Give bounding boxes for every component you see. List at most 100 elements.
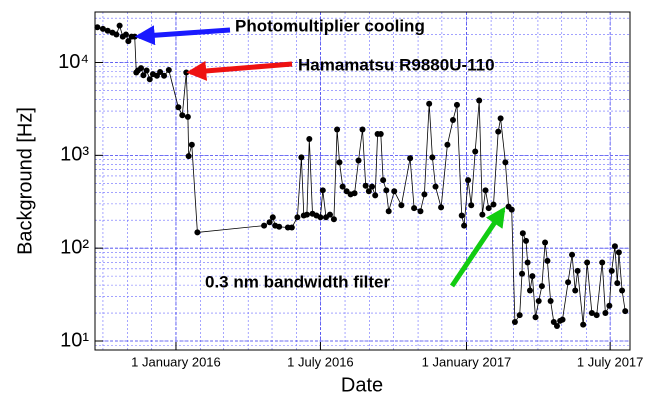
data-point [519, 230, 526, 237]
data-point [606, 302, 613, 309]
data-point [584, 259, 591, 266]
data-point [519, 270, 526, 277]
data-point [165, 67, 172, 74]
data-point [161, 72, 168, 79]
data-point [194, 229, 201, 236]
data-point [608, 267, 615, 274]
data-point [146, 76, 153, 83]
data-point [179, 112, 186, 119]
data-point [542, 239, 549, 246]
data-point [602, 310, 609, 317]
data-point [116, 22, 123, 29]
data-point [429, 154, 436, 161]
data-point [269, 214, 276, 221]
data-point [303, 211, 310, 218]
data-point [453, 101, 460, 108]
data-point [615, 249, 622, 256]
data-point [574, 267, 581, 274]
data-point [432, 183, 439, 190]
data-point [468, 202, 475, 209]
data-point [599, 259, 606, 266]
annotation-text: Photomultiplier cooling [235, 16, 425, 35]
data-point [326, 211, 333, 218]
data-point [476, 97, 483, 104]
data-point [261, 222, 268, 229]
data-point [611, 243, 618, 250]
data-point [588, 310, 595, 317]
y-tick-label: 10¹ [60, 329, 89, 351]
data-point [336, 159, 343, 166]
data-point [523, 237, 530, 244]
data-point [516, 312, 523, 319]
annotation-text: 0.3 nm bandwidth filter [205, 272, 391, 291]
data-point [359, 126, 366, 133]
data-point [444, 141, 451, 148]
data-point [131, 33, 138, 40]
y-tick-label: 10⁴ [58, 51, 89, 73]
data-point [266, 219, 273, 226]
data-point [529, 273, 536, 280]
annotation-arrow [186, 60, 293, 81]
x-tick-label: 1 January 2016 [131, 354, 221, 369]
data-point [438, 204, 445, 211]
data-point [122, 31, 129, 38]
data-point [407, 155, 414, 162]
data-point [355, 157, 362, 164]
data-point [143, 67, 150, 74]
data-point [380, 177, 387, 184]
data-point [535, 297, 542, 304]
data-point [553, 323, 560, 330]
data-point [383, 187, 390, 194]
x-tick-label: 1 July 2017 [577, 354, 644, 369]
data-point [365, 188, 372, 195]
data-point [511, 319, 518, 326]
data-point [298, 154, 305, 161]
data-point [544, 257, 551, 264]
x-tick-label: 1 January 2017 [422, 354, 512, 369]
data-point [619, 287, 626, 294]
data-point [524, 259, 531, 266]
data-point [580, 321, 587, 328]
data-point [465, 177, 472, 184]
data-point [334, 126, 341, 133]
data-point [138, 65, 145, 72]
data-point [502, 159, 509, 166]
data-point [183, 69, 190, 76]
data-point [339, 183, 346, 190]
annotation-arrow [449, 206, 506, 288]
data-point [547, 297, 554, 304]
data-point [532, 314, 539, 321]
data-point [184, 113, 191, 120]
data-point [372, 192, 379, 199]
data-point [317, 214, 324, 221]
data-point [508, 206, 515, 213]
data-point [572, 287, 579, 294]
data-point [377, 130, 384, 137]
data-point [276, 223, 283, 230]
data-point [99, 25, 106, 32]
y-axis-label: Background [Hz] [14, 107, 36, 255]
data-point [495, 128, 502, 135]
data-point [411, 205, 418, 212]
data-point [188, 141, 195, 148]
data-point [113, 31, 120, 38]
data-point [482, 187, 489, 194]
data-point [559, 316, 566, 323]
data-point [458, 212, 465, 219]
data-point [569, 251, 576, 258]
data-point [362, 182, 369, 189]
plot-frame [94, 11, 631, 351]
data-point [94, 24, 101, 31]
data-point [175, 104, 182, 111]
data-point [369, 183, 376, 190]
data-point [490, 201, 497, 208]
data-point [319, 187, 326, 194]
data-point [385, 208, 392, 215]
x-tick-label: 1 July 2016 [287, 354, 354, 369]
data-line [97, 24, 626, 327]
annotation-arrow [134, 25, 231, 46]
data-point [622, 308, 629, 315]
data-point [140, 72, 147, 79]
data-point [157, 69, 164, 76]
data-point [351, 190, 358, 197]
